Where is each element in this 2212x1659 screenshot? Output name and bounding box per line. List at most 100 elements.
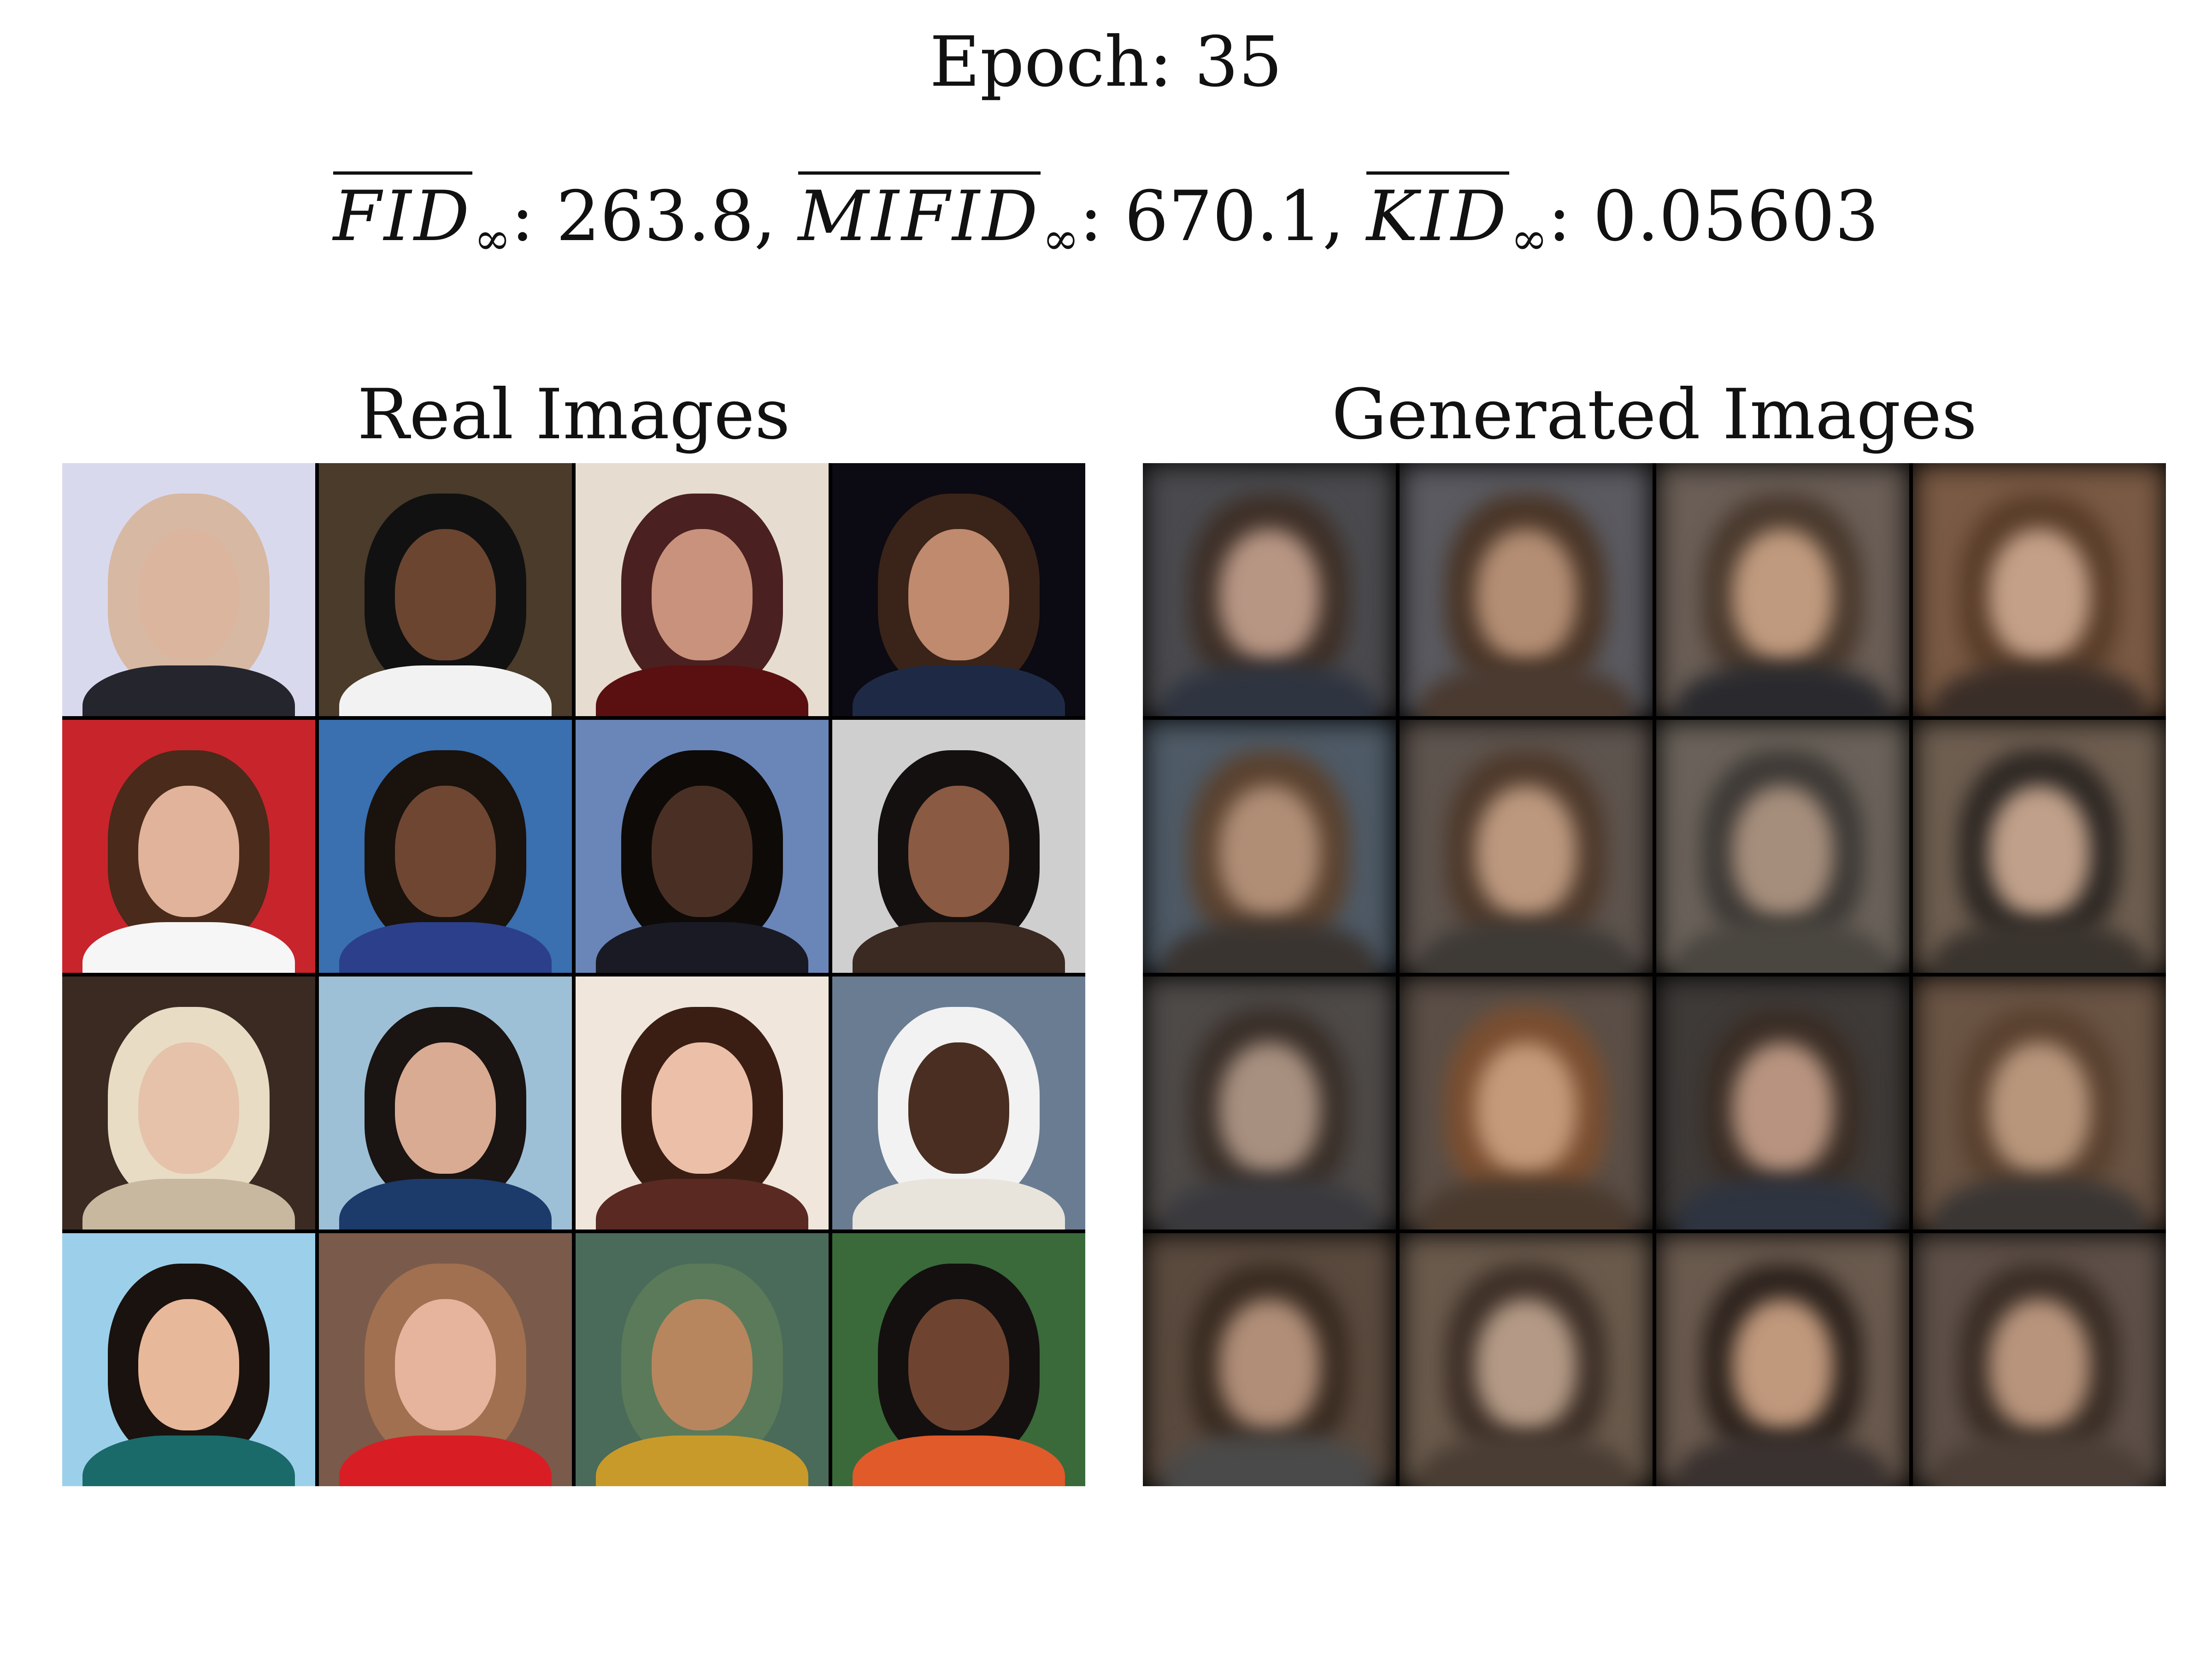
real-image-face [651,1042,753,1174]
generated-image-4 [1913,463,2166,716]
metric-value: 0.05603 [1593,176,1879,257]
real-image-face [394,529,496,661]
real-image-face [394,1299,496,1431]
real-image-11 [576,977,829,1230]
real-image-face [138,1299,240,1431]
generated-image-12 [1913,977,2166,1230]
metric-name: MIFID [798,171,1041,257]
generated-image-face [1218,1042,1320,1174]
generated-image-face [1475,1299,1577,1431]
metric-fid: FID∞: 263.8, [333,166,776,289]
real-image-12 [832,977,1085,1230]
real-image-face [138,529,240,661]
generated-image-16 [1913,1233,2166,1486]
real-image-body [82,1435,295,1486]
real-image-6 [319,720,572,973]
metric-value: 670.1 [1124,176,1323,257]
generated-image-face [1218,785,1320,918]
generated-images-grid [1143,463,2166,1486]
generated-image-14 [1400,1233,1653,1486]
metric-separator: , [754,176,776,257]
generated-image-5 [1143,720,1396,973]
metric-subscript: ∞ [474,213,511,265]
generated-image-face [1988,785,2090,918]
generated-images-title: Generated Images [1331,375,1977,455]
real-image-3 [576,463,829,716]
generated-image-2 [1400,463,1653,716]
metric-value: 263.8 [556,176,754,257]
generated-image-6 [1400,720,1653,973]
real-image-body [852,1435,1065,1486]
generated-image-body [1419,922,1633,973]
real-image-7 [576,720,829,973]
generated-image-body [1933,1179,2146,1230]
generated-image-10 [1400,977,1653,1230]
generated-image-face [1988,1042,2090,1174]
generated-image-face [1732,785,1834,918]
generated-image-face [1988,529,2090,661]
generated-image-face [1218,529,1320,661]
generated-image-body [1419,1435,1633,1486]
real-image-10 [319,977,572,1230]
real-image-2 [319,463,572,716]
generated-image-face [1732,529,1834,661]
real-image-14 [319,1233,572,1486]
generated-image-face [1732,1042,1834,1174]
generated-image-3 [1656,463,1909,716]
real-image-body [595,665,809,716]
generated-image-face [1988,1299,2090,1431]
real-image-body [82,1179,295,1230]
metrics-line: FID∞: 263.8, MIFID∞: 670.1, KID∞: 0.0560… [0,166,2212,267]
real-image-face [651,1299,753,1431]
epoch-title: Epoch: 35 [930,22,1282,102]
generated-image-face [1732,1299,1834,1431]
generated-image-body [1676,1435,1889,1486]
real-image-1 [62,463,315,716]
metric-name: FID [333,171,472,257]
generated-image-body [1676,1179,1889,1230]
real-image-body [339,1435,552,1486]
real-image-body [339,922,552,973]
generated-image-9 [1143,977,1396,1230]
real-image-face [908,1299,1010,1431]
real-image-13 [62,1233,315,1486]
real-image-face [908,785,1010,918]
real-image-body [339,1179,552,1230]
generated-image-body [1163,665,1376,716]
generated-image-body [1419,1179,1633,1230]
metric-kid: KID∞: 0.05603 [1366,166,1879,289]
real-image-face [394,1042,496,1174]
metric-mifid: MIFID∞: 670.1, [798,166,1344,289]
real-images-title: Real Images [357,375,790,455]
generated-image-body [1419,665,1633,716]
real-image-body [595,922,809,973]
real-image-body [339,665,552,716]
real-image-5 [62,720,315,973]
generated-image-body [1163,1435,1376,1486]
real-image-body [82,665,295,716]
metric-subscript: ∞ [1511,213,1548,265]
generated-image-13 [1143,1233,1396,1486]
real-image-15 [576,1233,829,1486]
generated-image-face [1475,785,1577,918]
generated-image-11 [1656,977,1909,1230]
real-images-grid [62,463,1085,1486]
real-image-face [651,785,753,918]
metric-subscript: ∞ [1042,213,1079,265]
generated-image-7 [1656,720,1909,973]
generated-image-face [1475,529,1577,661]
generated-image-body [1163,922,1376,973]
real-image-body [852,1179,1065,1230]
generated-image-15 [1656,1233,1909,1486]
real-image-face [651,529,753,661]
metric-name: KID [1366,171,1509,257]
generated-image-body [1163,1179,1376,1230]
real-image-4 [832,463,1085,716]
real-image-body [595,1179,809,1230]
generated-image-body [1676,922,1889,973]
real-image-9 [62,977,315,1230]
real-image-8 [832,720,1085,973]
generated-image-body [1676,665,1889,716]
real-image-face [394,785,496,918]
generated-image-body [1933,1435,2146,1486]
